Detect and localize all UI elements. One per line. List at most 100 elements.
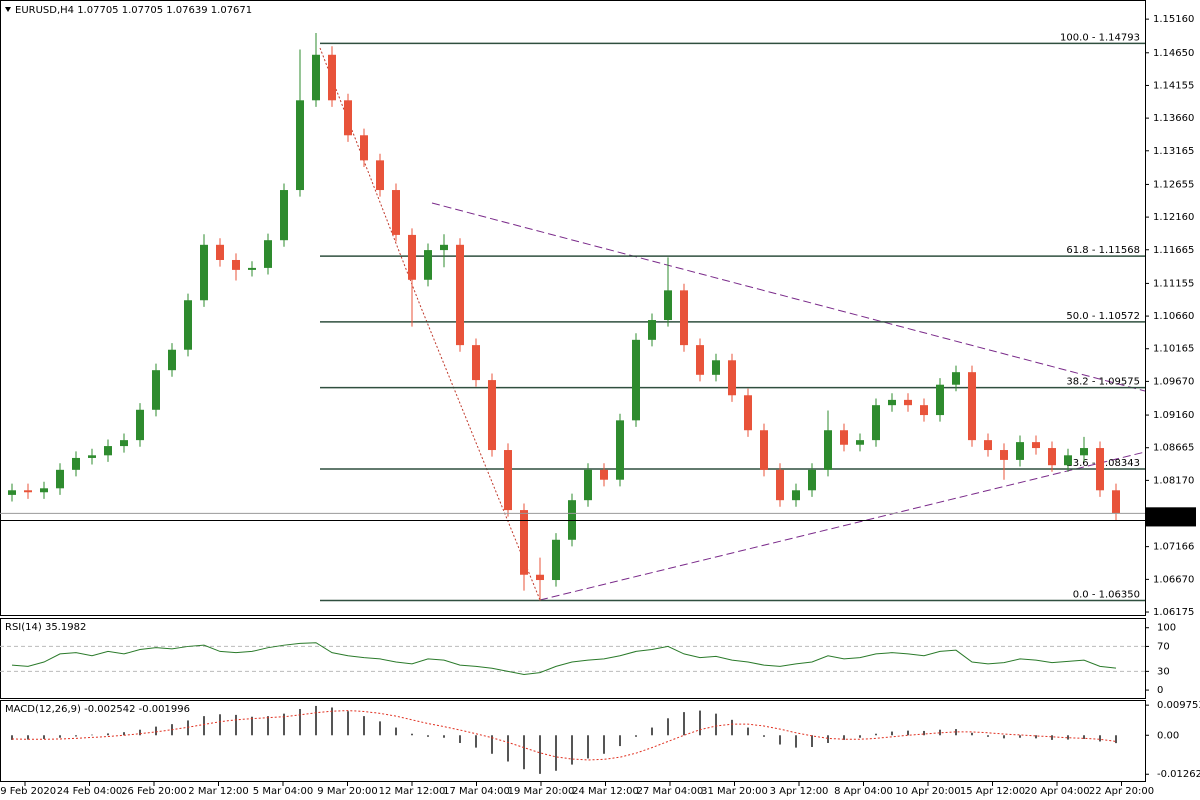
- fib-anchor-line: [319, 47, 541, 601]
- candle-body: [872, 405, 880, 441]
- candle-body: [920, 405, 928, 416]
- rsi-line: [11, 642, 1117, 675]
- candle-body: [952, 372, 960, 385]
- candle-body: [536, 574, 544, 581]
- candle-body: [1112, 490, 1120, 514]
- y-tick-label: 30: [1157, 666, 1170, 677]
- y-tick-label: 1.14155: [1153, 80, 1194, 91]
- signal-line: [11, 710, 1117, 761]
- indicator-title: RSI(14) 35.1982: [5, 622, 86, 633]
- x-tick-label: 24 Mar 12:00: [572, 786, 639, 797]
- rsi-panel: [0, 618, 1146, 699]
- candle-body: [440, 244, 448, 251]
- trendlines: [319, 47, 1146, 601]
- candle-body: [584, 469, 592, 501]
- candle-body: [1000, 450, 1008, 460]
- x-tick-label: 9 Mar 20:00: [317, 786, 377, 797]
- x-tick-label: 24 Feb 04:00: [57, 786, 123, 797]
- price-label: 1.07671: [1151, 508, 1192, 519]
- x-tick-label: 15 Apr 12:00: [960, 786, 1025, 797]
- candle-body: [376, 160, 384, 191]
- candle-body: [712, 360, 720, 375]
- candle-body: [264, 240, 272, 268]
- candle-body: [1080, 448, 1088, 456]
- candle-body: [216, 244, 224, 260]
- candle-body: [504, 450, 512, 511]
- candle-body: [808, 469, 816, 491]
- x-tick-label: 2 Mar 12:00: [188, 786, 248, 797]
- candle-body: [488, 380, 496, 451]
- candle-body: [360, 135, 368, 161]
- y-tick-label: 1.13165: [1153, 146, 1194, 157]
- macd-panel: [0, 700, 1146, 782]
- fib-level-label: 38.2 - 1.09575: [1066, 377, 1140, 388]
- candle-body: [456, 244, 464, 346]
- candle-body: [680, 290, 688, 346]
- candle-body: [8, 490, 16, 495]
- trendline: [431, 202, 1146, 392]
- y-tick-label: 1.13660: [1153, 113, 1194, 124]
- candle-body: [744, 395, 752, 431]
- menu-icon[interactable]: [5, 7, 11, 12]
- candle-body: [344, 100, 352, 136]
- price-label: 1.07563: [1151, 516, 1192, 527]
- candle-body: [1064, 455, 1072, 466]
- candle-body: [200, 244, 208, 301]
- symbol-header: EURUSD,H4 1.07705 1.07705 1.07639 1.0767…: [15, 5, 252, 16]
- x-tick-label: 19 Feb 2020: [0, 786, 56, 797]
- candle-body: [968, 372, 976, 441]
- y-tick-label: 1.06670: [1153, 574, 1194, 585]
- candle-body: [936, 384, 944, 416]
- price-label-box: [1146, 515, 1196, 527]
- candle-body: [168, 349, 176, 371]
- candle-body: [152, 370, 160, 410]
- candle-body: [72, 457, 80, 470]
- y-tick-label: 1.06175: [1153, 607, 1194, 618]
- candle-body: [104, 446, 112, 456]
- y-tick-label: -0.012625: [1157, 769, 1200, 780]
- y-tick-label: 1.12160: [1153, 212, 1194, 223]
- y-tick-label: 100: [1157, 623, 1176, 634]
- candle-body: [520, 510, 528, 575]
- candle-body: [1048, 448, 1056, 466]
- candle-body: [856, 440, 864, 445]
- candle-body: [312, 54, 320, 101]
- y-tick-label: 1.08170: [1153, 475, 1194, 486]
- candle-body: [424, 250, 432, 280]
- y-tick-label: 1.14650: [1153, 48, 1194, 59]
- x-tick-label: 20 Apr 04:00: [1024, 786, 1089, 797]
- x-tick-label: 26 Feb 20:00: [121, 786, 187, 797]
- x-tick-label: 31 Mar 20:00: [701, 786, 768, 797]
- y-tick-label: 70: [1157, 641, 1170, 652]
- y-tick-label: 1.09160: [1153, 410, 1194, 421]
- y-tick-label: 1.08665: [1153, 443, 1194, 454]
- candle-body: [616, 420, 624, 480]
- candle-body: [88, 455, 96, 458]
- y-tick-label: 1.12655: [1153, 179, 1194, 190]
- y-tick-label: 1.07166: [1153, 542, 1194, 553]
- fib-level-label: 0.0 - 1.06350: [1073, 589, 1140, 600]
- candle-body: [840, 430, 848, 445]
- candle-body: [632, 339, 640, 421]
- candle-body: [24, 490, 32, 493]
- candle-body: [248, 267, 256, 270]
- y-tick-label: 0: [1157, 685, 1163, 696]
- candle-body: [120, 440, 128, 447]
- candle-body: [984, 440, 992, 451]
- candle-body: [888, 399, 896, 406]
- fib-level-label: 100.0 - 1.14793: [1060, 32, 1140, 43]
- candle-body: [776, 469, 784, 501]
- candle-body: [56, 469, 64, 489]
- price-label-box: [1146, 507, 1196, 519]
- x-tick-label: 19 Mar 20:00: [508, 786, 575, 797]
- candle-body: [40, 488, 48, 493]
- candle-body: [728, 360, 736, 396]
- x-tick-label: 27 Mar 04:00: [637, 786, 704, 797]
- candle-body: [232, 259, 240, 270]
- candle-body: [1096, 448, 1104, 491]
- candle-body: [328, 54, 336, 101]
- candle-body: [648, 320, 656, 340]
- x-tick-label: 8 Apr 04:00: [834, 786, 893, 797]
- fib-level-label: 50.0 - 1.10572: [1066, 311, 1140, 322]
